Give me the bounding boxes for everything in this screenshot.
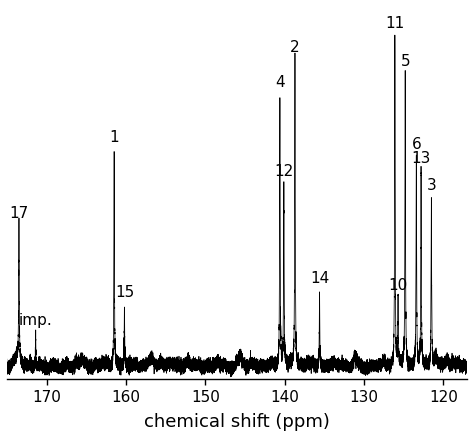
Text: 14: 14 bbox=[310, 271, 329, 286]
Text: 3: 3 bbox=[427, 178, 436, 193]
Text: 1: 1 bbox=[109, 130, 119, 145]
X-axis label: chemical shift (ppm): chemical shift (ppm) bbox=[144, 413, 330, 431]
Text: imp.: imp. bbox=[19, 313, 53, 328]
Text: 15: 15 bbox=[115, 285, 134, 300]
Text: 10: 10 bbox=[388, 278, 408, 293]
Text: 13: 13 bbox=[411, 151, 431, 166]
Text: 5: 5 bbox=[401, 54, 410, 69]
Text: 2: 2 bbox=[290, 40, 300, 55]
Text: 12: 12 bbox=[274, 164, 293, 179]
Text: 4: 4 bbox=[275, 75, 285, 90]
Text: 11: 11 bbox=[385, 16, 404, 31]
Text: 6: 6 bbox=[411, 137, 421, 152]
Text: 17: 17 bbox=[9, 206, 28, 221]
